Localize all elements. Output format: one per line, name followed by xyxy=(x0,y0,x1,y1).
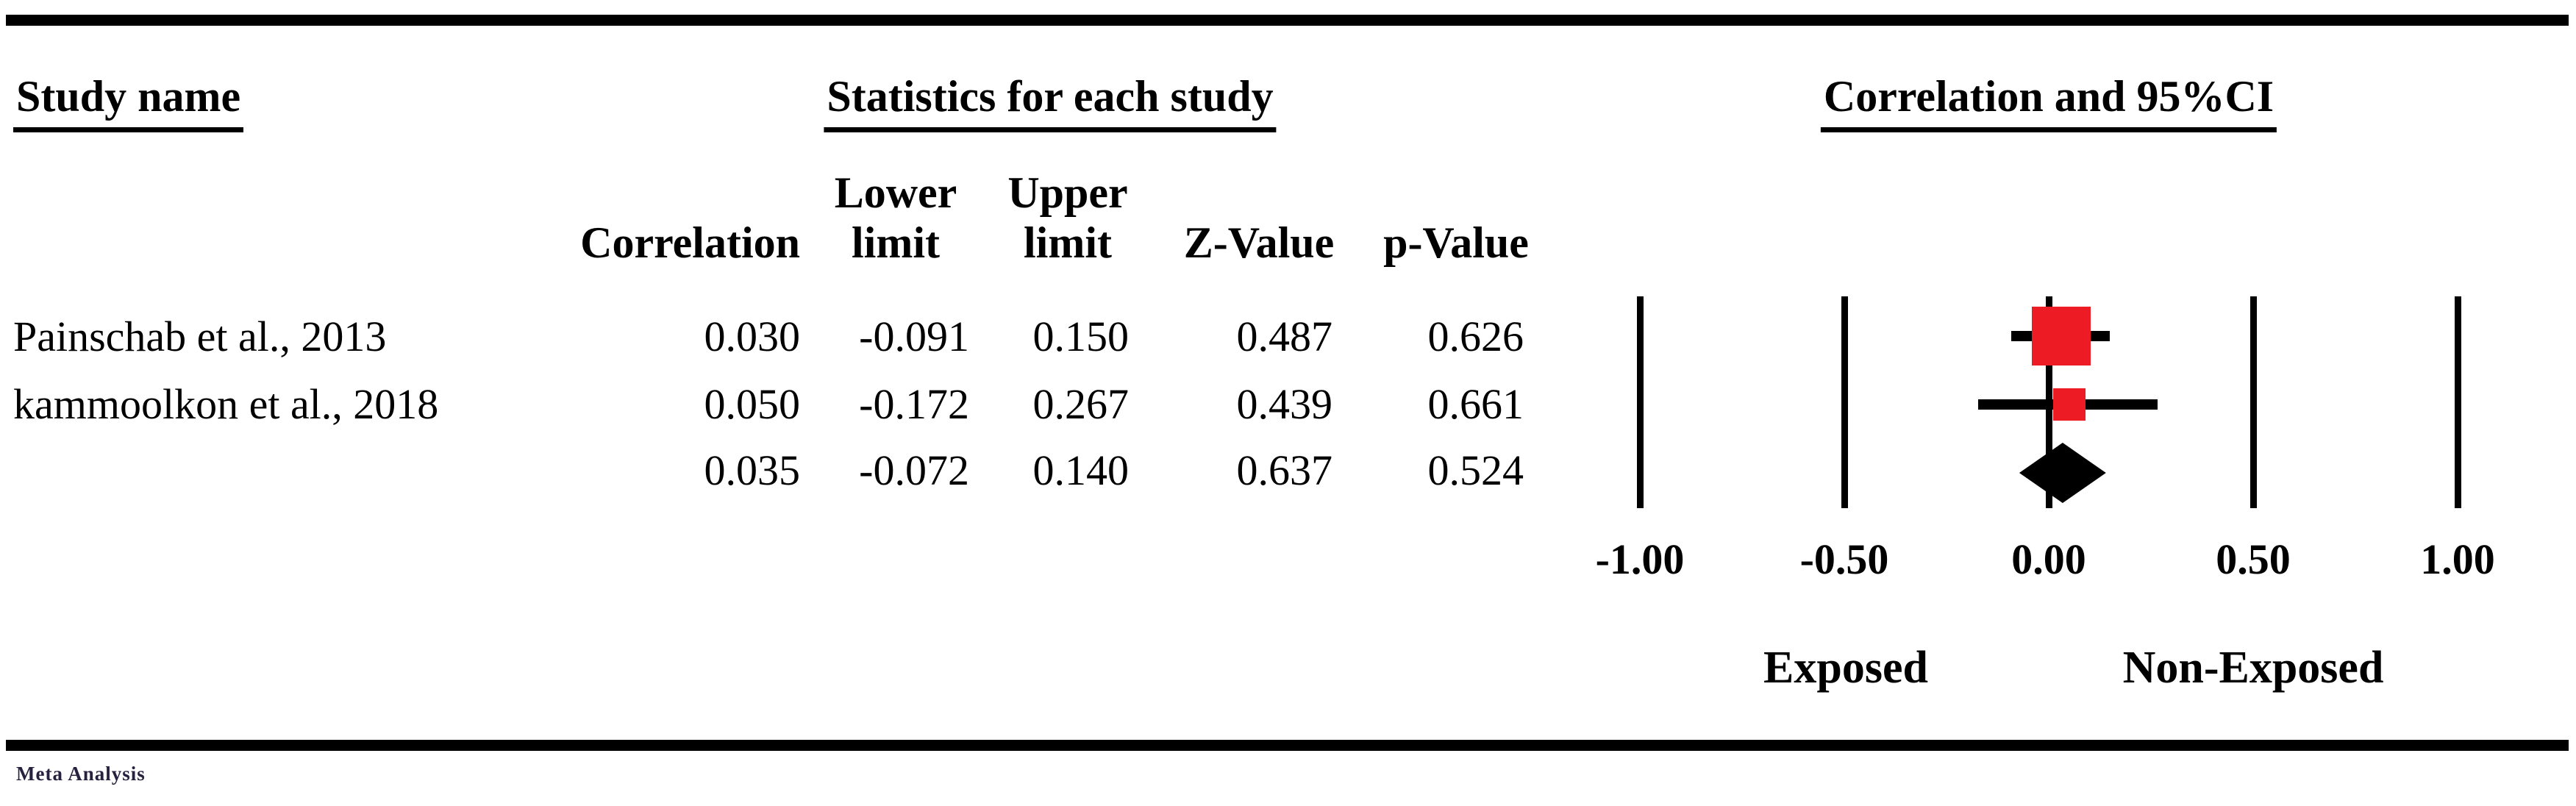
upper-limit-cell: 0.267 xyxy=(1032,380,1130,428)
summary-diamond xyxy=(2019,443,2106,503)
column-header-upper: Upper xyxy=(1007,168,1128,217)
axis-gridline xyxy=(1636,296,1644,508)
column-header-p-value: p-Value xyxy=(1383,218,1529,267)
axis-gridline xyxy=(1841,296,1848,508)
exposed-label: Exposed xyxy=(1763,643,1928,693)
correlation-cell: 0.050 xyxy=(704,380,801,428)
header-study-name: Study name xyxy=(13,74,244,132)
p-value-cell: 0.661 xyxy=(1427,380,1524,428)
column-header-correlation: Correlation xyxy=(580,218,800,267)
axis-tick-label: 0.50 xyxy=(2216,535,2291,583)
z-value-cell: 0.637 xyxy=(1236,446,1333,494)
header-study-name-text: Study name xyxy=(13,74,244,132)
study-marker-square xyxy=(2031,307,2091,365)
study-name-cell: kammoolkon et al., 2018 xyxy=(13,380,439,428)
column-header-lower: Lower xyxy=(834,168,957,217)
lower-limit-cell: -0.072 xyxy=(859,446,969,494)
header-statistics: Statistics for each study xyxy=(824,74,1277,132)
z-value-cell: 0.439 xyxy=(1236,380,1333,428)
header-correlation-ci: Correlation and 95%CI xyxy=(1820,74,2277,132)
axis-tick-label: -0.50 xyxy=(1799,535,1889,583)
correlation-cell: 0.035 xyxy=(704,446,801,494)
meta-analysis-watermark: Meta Analysis xyxy=(16,763,146,785)
z-value-cell: 0.487 xyxy=(1236,313,1333,360)
lower-limit-cell: -0.172 xyxy=(859,380,969,428)
correlation-cell: 0.030 xyxy=(704,313,801,360)
header-statistics-text: Statistics for each study xyxy=(824,74,1277,132)
column-header-upper-limit: limit xyxy=(1024,218,1112,267)
top-rule xyxy=(6,15,2569,26)
axis-tick-label: 1.00 xyxy=(2420,535,2495,583)
axis-gridline xyxy=(2454,296,2461,508)
axis-gridline xyxy=(2249,296,2257,508)
study-name-cell: Painschab et al., 2013 xyxy=(13,313,387,360)
non-exposed-label: Non-Exposed xyxy=(2122,643,2384,693)
p-value-cell: 0.626 xyxy=(1427,313,1524,360)
axis-tick-label: -1.00 xyxy=(1595,535,1685,583)
upper-limit-cell: 0.140 xyxy=(1032,446,1130,494)
upper-limit-cell: 0.150 xyxy=(1032,313,1130,360)
bottom-rule xyxy=(6,740,2569,751)
lower-limit-cell: -0.091 xyxy=(859,313,969,360)
study-marker-square xyxy=(2052,388,2086,421)
header-correlation-ci-text: Correlation and 95%CI xyxy=(1820,74,2277,132)
p-value-cell: 0.524 xyxy=(1427,446,1524,494)
column-header-z-value: Z-Value xyxy=(1183,218,1335,267)
axis-tick-label: 0.00 xyxy=(2011,535,2086,583)
column-header-lower-limit: limit xyxy=(852,218,940,267)
